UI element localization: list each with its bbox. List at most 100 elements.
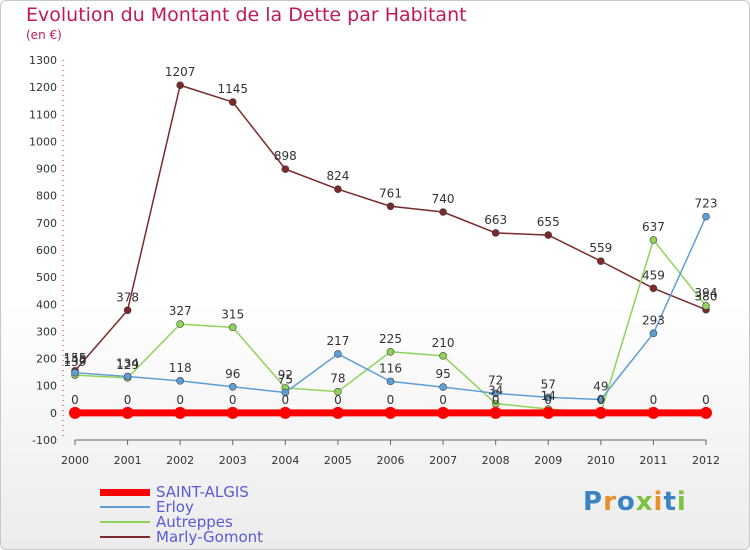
data-point-saint-algis [69, 406, 81, 419]
data-point-saint-algis [647, 406, 660, 419]
data-point-autreppes [176, 320, 184, 328]
data-label-marly-gomont: 459 [642, 268, 665, 282]
data-point-autreppes [702, 302, 710, 310]
data-point-saint-algis [121, 406, 134, 419]
data-label-erloy: 75 [278, 373, 293, 387]
data-label-marly-gomont: 655 [537, 215, 560, 229]
data-point-erloy [123, 372, 132, 381]
y-tick-label: 0 [50, 407, 57, 420]
data-label-autreppes: 14 [541, 389, 556, 403]
data-label-erloy: 57 [541, 377, 556, 391]
logo-letter: x [635, 487, 654, 517]
data-point-marly-gomont [597, 257, 605, 265]
x-tick-label: 2006 [377, 454, 405, 467]
data-label-marly-gomont: 380 [695, 290, 718, 304]
data-label-autreppes: 34 [488, 384, 503, 398]
data-label-saint-algis: 0 [71, 393, 79, 407]
data-point-erloy [71, 368, 79, 377]
data-label-autreppes: 327 [169, 304, 192, 318]
data-label-marly-gomont: 1145 [217, 82, 248, 96]
data-point-marly-gomont [439, 208, 447, 216]
data-point-autreppes [649, 236, 658, 244]
x-tick-label: 2011 [639, 454, 667, 467]
logo-letter: r [603, 487, 617, 517]
series-line-marly-gomont [74, 84, 707, 372]
data-label-marly-gomont: 378 [116, 290, 139, 304]
data-point-erloy [702, 212, 710, 221]
data-label-erloy: 95 [435, 367, 450, 381]
y-tick-label: -100 [32, 434, 57, 447]
data-label-erloy: 116 [379, 361, 402, 375]
logo-letter: i [676, 487, 687, 517]
logo-letter: o [616, 487, 636, 517]
data-point-erloy [649, 329, 658, 338]
data-label-erloy: 293 [642, 313, 665, 327]
data-point-saint-algis [594, 406, 607, 419]
data-label-marly-gomont: 761 [379, 186, 402, 200]
y-tick-label: 100 [36, 380, 57, 393]
data-label-autreppes: 129 [116, 358, 139, 372]
data-label-saint-algis: 0 [176, 393, 184, 407]
y-tick-label: 900 [36, 163, 57, 176]
data-point-autreppes [228, 323, 237, 332]
data-label-erloy: 72 [488, 373, 503, 387]
y-tick-label: 700 [36, 217, 57, 230]
data-point-saint-algis [279, 406, 292, 419]
data-label-erloy: 148 [64, 353, 87, 367]
data-point-erloy [334, 350, 342, 358]
data-point-marly-gomont [334, 185, 342, 193]
legend-label: Autreppes [156, 513, 233, 531]
data-point-marly-gomont [386, 202, 395, 211]
data-point-erloy [386, 377, 395, 386]
data-label-erloy: 118 [169, 361, 192, 375]
x-tick-label: 2000 [61, 454, 89, 467]
data-label-erloy: 134 [116, 356, 139, 370]
data-label-saint-algis: 0 [387, 393, 395, 407]
data-point-erloy [597, 395, 605, 404]
data-point-erloy [491, 389, 500, 398]
data-label-erloy: 217 [326, 334, 349, 348]
data-point-saint-algis [437, 406, 450, 419]
data-point-marly-gomont [544, 231, 553, 239]
data-label-saint-algis: 0 [650, 393, 658, 407]
data-label-saint-algis: 0 [124, 393, 132, 407]
legend-swatch-saint-algis [100, 489, 150, 496]
data-label-saint-algis: 0 [702, 393, 710, 407]
x-tick-label: 2002 [166, 454, 194, 467]
data-label-saint-algis: 0 [282, 393, 290, 407]
x-tick-label: 2007 [429, 454, 457, 467]
data-point-erloy [176, 377, 184, 385]
logo-letter: t [663, 487, 677, 517]
data-point-autreppes [439, 352, 447, 360]
data-label-marly-gomont: 740 [432, 192, 455, 206]
data-point-erloy [228, 382, 237, 391]
data-point-marly-gomont [649, 284, 658, 293]
data-label-autreppes: 0 [597, 393, 605, 407]
data-label-marly-gomont: 663 [484, 213, 507, 227]
data-label-autreppes: 637 [642, 220, 665, 234]
data-label-marly-gomont: 898 [274, 149, 297, 163]
data-label-autreppes: 210 [432, 336, 455, 350]
x-tick-label: 2008 [482, 454, 510, 467]
data-label-saint-algis: 0 [597, 393, 605, 407]
data-label-saint-algis: 0 [229, 393, 237, 407]
y-tick-label: 200 [36, 353, 57, 366]
x-tick-label: 2004 [271, 454, 299, 467]
chart-title: Evolution du Montant de la Dette par Hab… [26, 4, 467, 26]
x-tick-label: 2010 [587, 454, 615, 467]
data-point-marly-gomont [228, 98, 237, 106]
proxiti-logo: Proxiti [583, 487, 687, 517]
logo-letter: i [653, 487, 664, 517]
legend-swatch-erloy [100, 506, 150, 508]
data-label-saint-algis: 0 [492, 393, 500, 407]
x-tick-label: 2005 [324, 454, 352, 467]
y-tick-label: 300 [36, 325, 57, 338]
data-label-autreppes: 92 [278, 368, 293, 382]
data-point-erloy [281, 388, 290, 397]
data-label-saint-algis: 0 [544, 393, 552, 407]
data-point-saint-algis [542, 406, 555, 419]
y-tick-label: 600 [36, 244, 57, 257]
chart-subtitle: (en €) [26, 28, 62, 42]
